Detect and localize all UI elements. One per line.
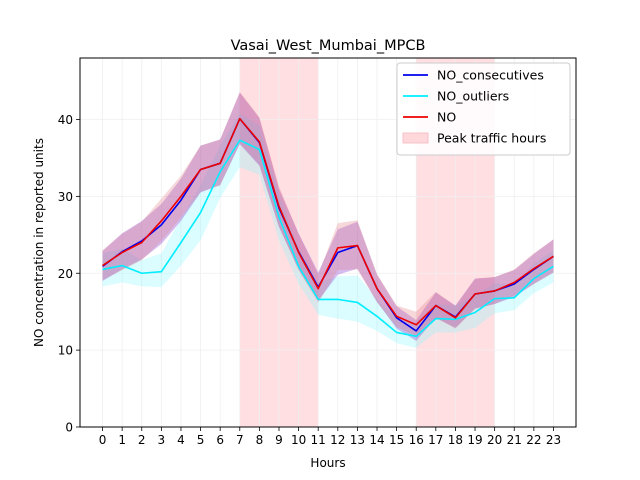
y-tick-label-20: 20	[58, 267, 73, 281]
x-tick-label-2: 2	[138, 433, 146, 447]
series-line-no	[102, 117, 554, 326]
x-tick-label-4: 4	[177, 433, 185, 447]
x-tick-label-5: 5	[197, 433, 205, 447]
x-tick-label-6: 6	[216, 433, 224, 447]
x-tick-label-19: 19	[467, 433, 482, 447]
x-tick-label-17: 17	[428, 433, 443, 447]
legend-label-2: NO	[437, 110, 456, 125]
band-no-consecutives	[102, 92, 554, 341]
x-tick-label-22: 22	[526, 433, 541, 447]
legend-label-3: Peak traffic hours	[437, 131, 546, 146]
x-tick-label-15: 15	[389, 433, 404, 447]
legend-swatch-3	[402, 132, 429, 144]
x-tick-label-16: 16	[409, 433, 424, 447]
x-tick-label-11: 11	[311, 433, 326, 447]
x-tick-label-23: 23	[546, 433, 561, 447]
band-no-outliers	[102, 113, 554, 348]
x-tick-label-21: 21	[507, 433, 522, 447]
y-tick-label-10: 10	[58, 344, 73, 358]
x-tick-label-18: 18	[448, 433, 463, 447]
band-no	[102, 91, 554, 337]
series-lines-layer	[102, 117, 554, 338]
x-tick-label-1: 1	[118, 433, 126, 447]
legend-label-1: NO_outliers	[437, 89, 509, 104]
y-tick-label-30: 30	[58, 190, 73, 204]
y-axis-label: NO concentration in reported units	[32, 138, 46, 347]
legend-label-0: NO_consecutives	[437, 68, 544, 83]
x-tick-label-13: 13	[350, 433, 365, 447]
x-tick-label-12: 12	[330, 433, 345, 447]
x-tick-label-3: 3	[158, 433, 166, 447]
series-line-no-outliers	[102, 139, 554, 338]
plot-frame	[79, 57, 577, 428]
x-tick-label-14: 14	[369, 433, 384, 447]
confidence-bands-layer	[102, 91, 554, 348]
x-tick-label-10: 10	[291, 433, 306, 447]
x-tick-label-8: 8	[256, 433, 264, 447]
x-axis-label: Hours	[310, 456, 345, 470]
x-tick-label-7: 7	[236, 433, 244, 447]
legend: NO_consecutives NO_outliers NO Peak traffic…	[396, 62, 571, 156]
y-tick-label-40: 40	[58, 113, 73, 127]
x-tick-label-20: 20	[487, 433, 502, 447]
y-tick-label-0: 0	[65, 421, 73, 435]
x-tick-label-0: 0	[99, 433, 107, 447]
tick-layer: 0 1 2 3 4 5 6 7 8 9 10 11 12 13 14 15 16 17 18 19 20 21 22 2301…	[58, 113, 561, 447]
x-tick-label-9: 9	[275, 433, 283, 447]
chart-title: Vasai_West_Mumbai_MPCB	[231, 38, 426, 54]
legend-box	[396, 62, 571, 156]
